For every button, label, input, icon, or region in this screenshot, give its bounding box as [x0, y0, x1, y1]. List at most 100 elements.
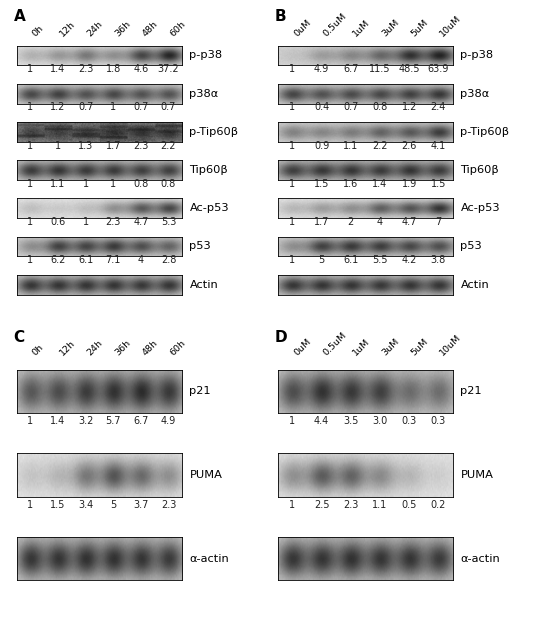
Text: 1.7: 1.7 — [314, 217, 329, 227]
Text: 3.0: 3.0 — [372, 416, 388, 427]
Text: 12h: 12h — [58, 338, 77, 357]
Text: 1uM: 1uM — [351, 336, 371, 357]
Text: 4: 4 — [138, 255, 144, 265]
Text: 0.4: 0.4 — [314, 102, 329, 112]
Text: 1.1: 1.1 — [343, 141, 359, 151]
Text: 0.7: 0.7 — [133, 102, 148, 112]
Text: C: C — [14, 330, 25, 345]
Text: 2.2: 2.2 — [161, 141, 176, 151]
Text: 3uM: 3uM — [380, 17, 400, 38]
Text: 0.3: 0.3 — [402, 416, 417, 427]
Text: 1: 1 — [28, 179, 34, 189]
Text: 6.2: 6.2 — [50, 255, 65, 265]
Text: p21: p21 — [460, 386, 482, 396]
Text: 12h: 12h — [58, 19, 77, 38]
Text: 0h: 0h — [30, 342, 45, 357]
Text: 4.6: 4.6 — [133, 64, 148, 74]
Text: 36h: 36h — [113, 19, 133, 38]
Text: 4.4: 4.4 — [314, 416, 329, 427]
Text: Tip60β: Tip60β — [189, 165, 228, 175]
Text: α-actin: α-actin — [189, 554, 229, 564]
Text: 6.7: 6.7 — [133, 416, 148, 427]
Text: 2.3: 2.3 — [106, 217, 121, 227]
Text: 0h: 0h — [30, 23, 45, 38]
Text: Ac-p53: Ac-p53 — [189, 203, 229, 213]
Text: 2.3: 2.3 — [78, 64, 94, 74]
Text: 1.7: 1.7 — [106, 141, 121, 151]
Text: 10uM: 10uM — [438, 332, 463, 357]
Text: 1: 1 — [289, 102, 295, 112]
Text: 1.3: 1.3 — [78, 141, 93, 151]
Text: p53: p53 — [189, 242, 211, 252]
Text: 1.4: 1.4 — [50, 64, 65, 74]
Text: 4.7: 4.7 — [133, 217, 148, 227]
Text: 36h: 36h — [113, 338, 133, 357]
Text: 1: 1 — [28, 416, 34, 427]
Text: 24h: 24h — [86, 338, 104, 357]
Text: 60h: 60h — [168, 19, 188, 38]
Text: 5.3: 5.3 — [161, 217, 176, 227]
Text: 0.7: 0.7 — [161, 102, 176, 112]
Text: 1.1: 1.1 — [50, 179, 65, 189]
Text: 1: 1 — [289, 500, 295, 510]
Text: Actin: Actin — [460, 280, 490, 290]
Text: 0.8: 0.8 — [161, 179, 176, 189]
Text: 1: 1 — [110, 179, 116, 189]
Text: p-Tip60β: p-Tip60β — [189, 127, 239, 137]
Text: 1.2: 1.2 — [50, 102, 65, 112]
Text: 4.7: 4.7 — [402, 217, 417, 227]
Text: 24h: 24h — [86, 19, 104, 38]
Text: p38α: p38α — [189, 88, 219, 98]
Text: 1: 1 — [28, 500, 34, 510]
Text: 3uM: 3uM — [380, 336, 400, 357]
Text: 3.2: 3.2 — [78, 416, 94, 427]
Text: 1.5: 1.5 — [50, 500, 65, 510]
Text: 3.5: 3.5 — [343, 416, 359, 427]
Text: 2.2: 2.2 — [372, 141, 388, 151]
Text: 4: 4 — [377, 217, 383, 227]
Text: 1.9: 1.9 — [402, 179, 417, 189]
Text: 4.2: 4.2 — [402, 255, 417, 265]
Text: 37.2: 37.2 — [158, 64, 179, 74]
Text: p53: p53 — [460, 242, 482, 252]
Text: 4.9: 4.9 — [314, 64, 329, 74]
Text: 1: 1 — [28, 217, 34, 227]
Text: 48h: 48h — [141, 338, 160, 357]
Text: 1.4: 1.4 — [50, 416, 65, 427]
Text: 5: 5 — [318, 255, 324, 265]
Text: 0.5uM: 0.5uM — [322, 11, 349, 38]
Text: 6.7: 6.7 — [343, 64, 359, 74]
Text: 2.3: 2.3 — [161, 500, 176, 510]
Text: 0.2: 0.2 — [431, 500, 446, 510]
Text: 48h: 48h — [141, 19, 160, 38]
Text: 11.5: 11.5 — [369, 64, 390, 74]
Text: 1: 1 — [289, 217, 295, 227]
Text: 1uM: 1uM — [351, 17, 371, 38]
Text: 1.1: 1.1 — [372, 500, 388, 510]
Text: PUMA: PUMA — [460, 470, 493, 480]
Text: 1.2: 1.2 — [402, 102, 417, 112]
Text: 5.7: 5.7 — [106, 416, 121, 427]
Text: 0.6: 0.6 — [50, 217, 65, 227]
Text: 1: 1 — [289, 64, 295, 74]
Text: 0.8: 0.8 — [372, 102, 388, 112]
Text: 1: 1 — [28, 64, 34, 74]
Text: 2.5: 2.5 — [314, 500, 329, 510]
Text: 1.6: 1.6 — [343, 179, 359, 189]
Text: p-Tip60β: p-Tip60β — [460, 127, 510, 137]
Text: p-p38: p-p38 — [460, 50, 493, 60]
Text: 4.9: 4.9 — [161, 416, 176, 427]
Text: A: A — [14, 9, 25, 24]
Text: 0.3: 0.3 — [431, 416, 446, 427]
Text: 2.6: 2.6 — [402, 141, 417, 151]
Text: 1: 1 — [110, 102, 116, 112]
Text: Actin: Actin — [189, 280, 218, 290]
Text: 1.5: 1.5 — [314, 179, 329, 189]
Text: 0uM: 0uM — [293, 17, 313, 38]
Text: 3.7: 3.7 — [133, 500, 148, 510]
Text: 2.8: 2.8 — [161, 255, 176, 265]
Text: p21: p21 — [189, 386, 211, 396]
Text: 2: 2 — [348, 217, 354, 227]
Text: 1.5: 1.5 — [431, 179, 446, 189]
Text: 1: 1 — [28, 141, 34, 151]
